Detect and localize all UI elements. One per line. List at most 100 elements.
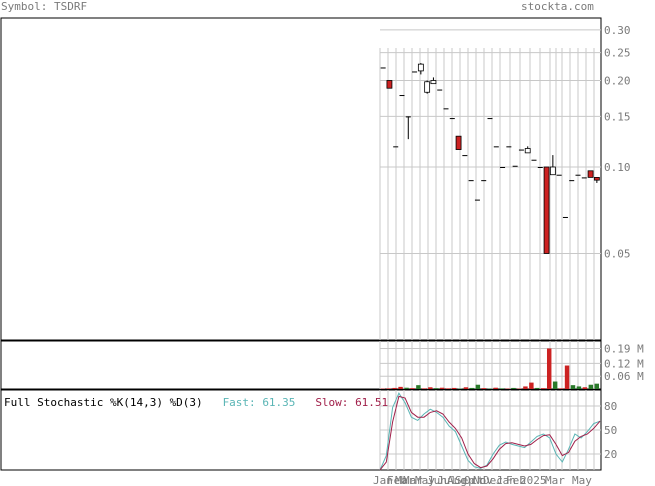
candle-body — [569, 180, 575, 182]
candle-body — [462, 155, 468, 157]
volume-bar — [558, 388, 564, 389]
price-tick-label: 0.05 — [604, 247, 631, 260]
volume-bar — [463, 387, 469, 389]
x-tick-label: Sep — [455, 474, 475, 486]
volume-tick-label: 0.12 M — [604, 357, 644, 370]
slow-line — [379, 395, 601, 471]
volume-bar — [552, 381, 558, 389]
candle-body — [549, 166, 556, 176]
candle-body — [562, 216, 568, 218]
volume-bar — [582, 387, 588, 389]
x-tick-label: Jan — [373, 474, 393, 486]
volume-bar — [564, 365, 570, 389]
candle-body — [575, 174, 581, 176]
candle-body — [531, 159, 537, 161]
x-tick-label: 2025 — [520, 474, 547, 486]
candle-body — [487, 118, 493, 120]
volume-bar — [386, 388, 391, 389]
volume-bar — [392, 387, 397, 389]
candle-body — [593, 177, 600, 181]
volume-bar — [535, 387, 540, 389]
symbol-label: Symbol: TSDRF — [1, 0, 88, 13]
volume-bar — [546, 348, 552, 389]
volume-bar — [541, 388, 546, 389]
volume-bar — [404, 387, 409, 389]
x-tick-label: Feb — [387, 474, 407, 486]
volume-bar — [493, 387, 498, 389]
candle-body — [417, 63, 424, 72]
volume-bar — [594, 383, 599, 389]
candle-body — [424, 81, 431, 93]
volume-bar — [451, 387, 457, 389]
volume-bar — [445, 388, 451, 389]
candle-body — [500, 166, 506, 168]
volume-bar — [570, 385, 576, 389]
x-tick-label: May — [415, 474, 435, 486]
x-tick-label: May — [572, 474, 592, 486]
price-tick-label: 0.15 — [604, 110, 631, 123]
stochastic-legend: Full Stochastic %K(14,3) %D(3) Fast: 61.… — [4, 396, 388, 409]
volume-tick-label: 0.06 M — [604, 370, 644, 383]
site-name: stockta.com — [521, 0, 594, 13]
volume-bar — [475, 384, 481, 389]
volume-bar — [529, 382, 534, 389]
candle-body — [506, 146, 512, 148]
stochastic-label: Full Stochastic %K(14,3) %D(3) — [4, 396, 203, 409]
candle-body — [581, 177, 587, 179]
price-tick-label: 0.20 — [604, 74, 631, 87]
candle-body — [455, 135, 462, 150]
volume-bar — [410, 388, 415, 389]
candle-body — [481, 180, 487, 182]
candle-body — [405, 116, 411, 118]
x-tick-label: Mar — [545, 474, 565, 486]
price-panel-frame — [0, 17, 602, 341]
candle-body — [437, 89, 443, 91]
x-tick-label: Oct — [464, 474, 484, 486]
candle-body — [537, 166, 543, 168]
price-tick-label: 0.30 — [604, 24, 631, 37]
candle-body — [556, 174, 562, 176]
volume-bar — [416, 385, 421, 389]
x-tick-label: Jan — [496, 474, 516, 486]
volume-bar — [588, 384, 594, 389]
x-tick-label: Feb — [506, 474, 526, 486]
volume-bar — [469, 387, 475, 389]
volume-bar — [398, 386, 403, 389]
x-tick-label: Mar — [395, 474, 415, 486]
volume-bar — [481, 388, 487, 389]
candle-body — [380, 67, 386, 69]
candle-body — [386, 80, 393, 89]
slow-value: 61.51 — [355, 396, 389, 409]
price-tick-label: 0.10 — [604, 161, 631, 174]
stochastic-tick-label: 50 — [604, 424, 617, 437]
candle-body — [524, 148, 531, 154]
candle-body — [512, 165, 518, 167]
candle-body — [430, 80, 437, 85]
volume-bar — [434, 388, 439, 389]
volume-bar — [523, 386, 528, 389]
x-tick-label: Mar — [403, 474, 423, 486]
candle-body — [393, 146, 399, 148]
slow-label: Slow: — [315, 396, 349, 409]
stochastic-tick-label: 80 — [604, 400, 617, 413]
stochastic-tick-label: 20 — [604, 448, 617, 461]
candle-body — [443, 108, 449, 110]
candle-body — [493, 146, 499, 148]
volume-bar — [576, 386, 582, 389]
x-tick-label: Nov — [473, 474, 493, 486]
fast-label: Fast: — [222, 396, 256, 409]
candle-body — [412, 71, 418, 73]
fast-line — [379, 392, 601, 471]
fast-value: 61.35 — [262, 396, 296, 409]
candle-body — [449, 118, 455, 120]
volume-bar — [428, 387, 433, 389]
candle-body — [468, 180, 474, 182]
price-tick-label: 0.25 — [604, 47, 631, 60]
volume-panel-frame — [0, 340, 602, 390]
x-tick-label: Jun — [427, 474, 447, 486]
x-tick-label: Dec — [483, 474, 503, 486]
candle-body — [399, 95, 405, 97]
candle-body — [474, 199, 480, 201]
candle-body — [543, 166, 550, 254]
volume-bar — [439, 387, 445, 389]
